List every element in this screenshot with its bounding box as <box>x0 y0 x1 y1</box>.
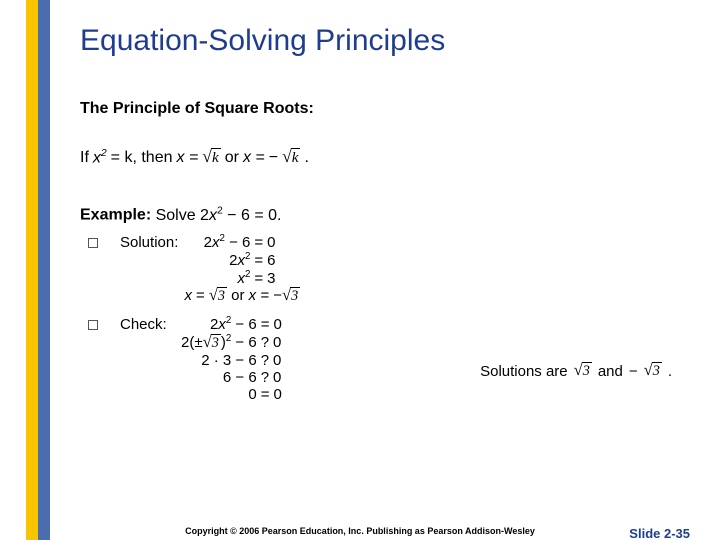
principle-statement: If x2 = k, then x = √k or x = − √k . <box>80 148 696 167</box>
sol-lhs: x <box>142 287 192 304</box>
sol-lhs: x2 <box>178 269 250 287</box>
sol-rhs: 6 <box>267 252 275 269</box>
slide-title: Equation-Solving Principles <box>80 24 696 58</box>
principle-minus: − <box>269 149 278 167</box>
solutions-neg: − <box>629 363 638 380</box>
example-text: Solve 2x2 − 6 = 0. <box>151 207 281 224</box>
chk-lhs: 0 <box>167 386 257 403</box>
chk-lhs: 2(±√3)2 − 6 <box>167 333 257 352</box>
principle-heading: The Principle of Square Roots: <box>80 100 696 118</box>
slide-number: Slide 2-35 <box>629 526 690 540</box>
sol-rhs: √3 or x = −√3 <box>209 287 300 305</box>
sol-lhs: 2x2 − 6 <box>178 233 250 251</box>
check-rows: Check: 2x2 − 6 = 0 Check: 2(±√3)2 − 6 ? … <box>120 315 282 403</box>
chk-lhs: 6 − 6 <box>167 369 257 386</box>
bullet-icon <box>88 238 98 248</box>
principle-x-eq: x = <box>177 149 199 167</box>
accent-bar-yellow <box>26 0 38 540</box>
sqrt-k-2: √k <box>282 148 300 167</box>
principle-x-eq2: x = <box>243 149 265 167</box>
solution-rows: Solution: 2x2 − 6 = 0 Solution: 2x2 = 6 … <box>120 233 300 305</box>
solutions-summary: Solutions are √3 and −√3. <box>480 362 672 380</box>
bullet-icon <box>88 320 98 330</box>
example-heading: Example: Solve 2x2 − 6 = 0. <box>80 205 696 224</box>
accent-bar-blue <box>38 0 50 540</box>
sol-lhs: 2x2 <box>178 251 250 269</box>
sol-rhs: 3 <box>267 270 275 287</box>
principle-x2: x2 <box>93 148 107 167</box>
solutions-and: and <box>598 363 623 380</box>
solution-block: Solution: 2x2 − 6 = 0 Solution: 2x2 = 6 … <box>88 233 696 305</box>
check-block: Check: 2x2 − 6 = 0 Check: 2(±√3)2 − 6 ? … <box>88 315 696 403</box>
example-label: Example: <box>80 207 151 224</box>
sol-rhs: 0 <box>267 234 275 251</box>
principle-period: . <box>304 149 308 167</box>
sqrt-3-ans1: √3 <box>574 362 592 380</box>
copyright-text: Copyright © 2006 Pearson Education, Inc.… <box>185 526 535 536</box>
principle-prefix: If <box>80 149 89 167</box>
principle-eq-k: = k, then <box>111 149 173 167</box>
principle-or: or <box>225 149 239 167</box>
solutions-text: Solutions are <box>480 363 568 380</box>
sqrt-3-ans2: √3 <box>644 362 662 380</box>
sqrt-k-1: √k <box>202 148 220 167</box>
check-label: Check: <box>120 316 167 333</box>
solution-label: Solution: <box>120 234 178 251</box>
chk-lhs: 2 · 3 − 6 <box>167 352 257 369</box>
chk-lhs: 2x2 − 6 <box>167 315 257 333</box>
slide-content: Equation-Solving Principles The Principl… <box>80 24 696 516</box>
